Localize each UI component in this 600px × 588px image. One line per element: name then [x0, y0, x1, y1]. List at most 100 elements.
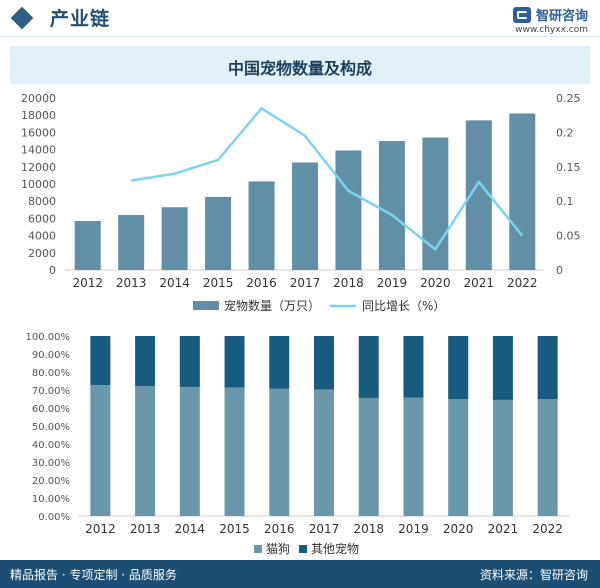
- x-tick-label: 2017: [309, 522, 340, 536]
- pet-count-chart: 0 2000 4000 6000 8000 10000 12000 14000 16000 180…: [21, 92, 581, 313]
- y-tick-label: 50.00%: [32, 422, 70, 433]
- y-tick-label: 90.00%: [32, 350, 70, 361]
- count-bar: [205, 196, 232, 270]
- y-tick-label: 80.00%: [32, 368, 70, 379]
- count-bar: [335, 150, 362, 270]
- y-tick-label: 0.00%: [38, 512, 70, 523]
- x-tick-label: 2018: [353, 522, 384, 536]
- x-tick-label: 2012: [72, 276, 103, 290]
- other-pets-bar: [448, 336, 469, 399]
- cat-dog-bar: [537, 399, 558, 516]
- left-y-tick-label: 16000: [21, 126, 56, 139]
- right-y-tick-label: 0.1: [556, 195, 574, 208]
- left-y-tick-label: 14000: [21, 144, 56, 157]
- cat-dog-bar: [224, 387, 245, 516]
- left-y-tick-label: 0: [49, 264, 56, 277]
- count-bar: [248, 181, 275, 270]
- cat-dog-bar: [403, 397, 424, 516]
- x-tick-label: 2017: [290, 276, 321, 290]
- cat-dog-bar: [448, 399, 469, 516]
- footer-source: 资料来源：智研咨询: [479, 568, 588, 582]
- y-tick-label: 100.00%: [26, 332, 71, 343]
- right-y-tick-label: 0.25: [556, 92, 581, 105]
- x-tick-label: 2016: [246, 276, 277, 290]
- chart-title-bar: 中国宠物数量及构成: [10, 46, 590, 84]
- y-tick-label: 10.00%: [32, 494, 70, 505]
- right-y-tick-label: 0.2: [556, 126, 574, 139]
- diamond-icon: [10, 6, 34, 30]
- other-pets-bar: [90, 336, 111, 386]
- count-bar: [509, 113, 536, 270]
- other-pets-bar: [269, 336, 290, 389]
- left-y-tick-label: 12000: [21, 161, 56, 174]
- x-tick-label: 2021: [464, 276, 495, 290]
- page-header: 产业链 智研咨询 www.chyxx.com: [0, 0, 600, 36]
- logo-icon: [512, 6, 531, 23]
- x-tick-label: 2019: [398, 522, 429, 536]
- legend-other-label: 其他宠物: [311, 541, 359, 556]
- count-bar: [74, 220, 101, 270]
- legend-line-label: 同比增长（%）: [362, 299, 445, 313]
- other-pets-bar: [358, 336, 379, 398]
- count-bar: [292, 162, 318, 270]
- left-y-tick-label: 8000: [28, 195, 56, 208]
- y-tick-label: 30.00%: [32, 458, 70, 469]
- x-tick-label: 2015: [203, 276, 234, 290]
- x-tick-label: 2014: [159, 276, 190, 290]
- count-bar: [161, 207, 188, 270]
- other-pets-bar: [314, 336, 334, 390]
- y-tick-label: 60.00%: [32, 404, 70, 415]
- cat-dog-bar: [358, 397, 379, 516]
- left-y-tick-label: 6000: [28, 212, 56, 225]
- x-tick-label: 2022: [507, 276, 538, 290]
- growth-line: [130, 107, 524, 251]
- chart-title: 中国宠物数量及构成: [227, 59, 372, 78]
- legend-cat-swatch: [254, 545, 262, 553]
- x-tick-label: 2013: [130, 522, 161, 536]
- y-tick-label: 20.00%: [32, 476, 70, 487]
- legend-bar-swatch: [193, 301, 219, 310]
- logo: 智研咨询 www.chyxx.com: [512, 4, 588, 35]
- legend-other-swatch: [299, 545, 307, 553]
- footer-left-text: 精品报告 · 专项定制 · 品质服务: [10, 568, 177, 582]
- x-tick-label: 2014: [175, 522, 206, 536]
- cat-dog-bar: [269, 388, 290, 516]
- cat-dog-bar: [90, 385, 111, 516]
- other-pets-bar: [492, 336, 513, 400]
- x-tick-label: 2021: [488, 522, 519, 536]
- x-tick-label: 2019: [377, 276, 408, 290]
- count-bar: [378, 141, 405, 270]
- other-pets-bar: [179, 336, 200, 387]
- left-y-tick-label: 2000: [28, 247, 56, 260]
- x-tick-label: 2013: [116, 276, 147, 290]
- logo-url: www.chyxx.com: [515, 25, 588, 35]
- right-y-tick-label: 0: [556, 264, 563, 277]
- other-pets-bar: [403, 336, 424, 398]
- x-tick-label: 2020: [420, 276, 451, 290]
- left-y-tick-label: 4000: [28, 230, 56, 243]
- cat-dog-bar: [492, 399, 513, 516]
- cat-dog-bar: [179, 386, 200, 516]
- right-y-tick-label: 0.05: [556, 230, 581, 243]
- x-tick-label: 2012: [85, 522, 116, 536]
- header-divider: [0, 36, 600, 37]
- footer-bar: 精品报告 · 专项定制 · 品质服务 资料来源：智研咨询: [0, 560, 600, 588]
- left-y-tick-label: 20000: [21, 92, 56, 105]
- cat-dog-bar: [314, 389, 334, 516]
- pet-composition-chart: 0.00% 10.00% 20.00% 30.00% 40.00% 50.00% 60.00…: [26, 332, 570, 556]
- other-pets-bar: [224, 336, 245, 388]
- right-y-tick-label: 0.15: [556, 161, 581, 174]
- x-tick-label: 2022: [532, 522, 563, 536]
- y-tick-label: 40.00%: [32, 440, 70, 451]
- other-pets-bar: [537, 336, 558, 399]
- left-y-tick-label: 18000: [21, 109, 56, 122]
- legend-bar-label: 宠物数量（万只）: [224, 298, 320, 313]
- y-tick-label: 70.00%: [32, 386, 70, 397]
- logo-name: 智研咨询: [535, 9, 588, 24]
- legend-cat-label: 猫狗: [266, 542, 290, 556]
- cat-dog-bar: [135, 386, 156, 516]
- count-bar: [118, 214, 145, 270]
- x-tick-label: 2015: [219, 522, 250, 536]
- x-tick-label: 2018: [333, 276, 364, 290]
- x-tick-label: 2016: [264, 522, 295, 536]
